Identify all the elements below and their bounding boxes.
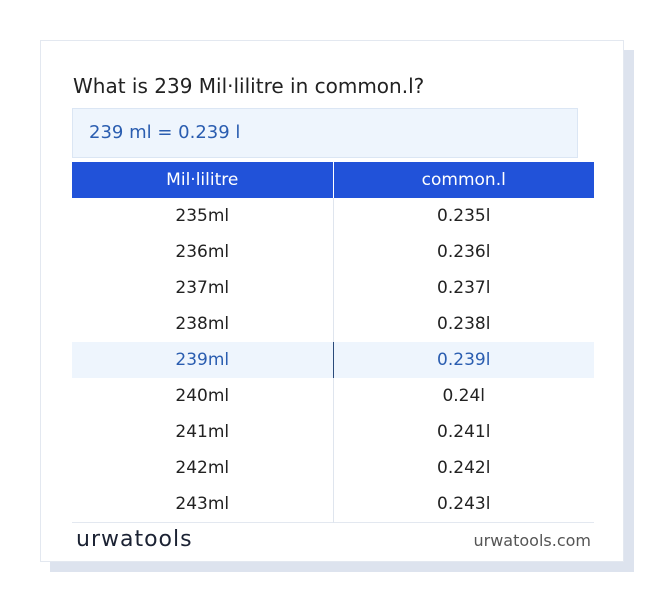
table-row: 242ml 0.242l (72, 450, 594, 486)
table-body: 235ml 0.235l 236ml 0.236l 237ml 0.237l 238ml 0.… (72, 198, 594, 523)
table-cell: 0.24l (442, 386, 486, 406)
column-header: Mil·lilitre (72, 162, 334, 198)
card: What is 239 Mil·lilitre in common.l? 239… (40, 40, 624, 562)
table-cell: 241ml (72, 414, 334, 450)
header-row: Mil·lilitre common.l (72, 162, 594, 198)
table-cell: 238ml (72, 306, 334, 342)
table-cell: 0.241l (437, 422, 491, 442)
table-row: 240ml 0.24l (72, 378, 594, 414)
title: What is 239 Mil·lilitre in common.l? (73, 74, 425, 98)
table-row: 237ml 0.237l (72, 270, 594, 306)
table-row: 241ml 0.241l (72, 414, 594, 450)
table-cell: 240ml (72, 378, 334, 414)
table-row: 243ml 0.243l (72, 486, 594, 523)
table-cell: 0.236l (437, 242, 491, 262)
table-cell: 239ml (72, 342, 334, 378)
conversion-table: Mil·lilitre common.l 235ml 0.235l 236ml 0.23… (72, 162, 594, 523)
table-cell: 0.237l (437, 278, 491, 298)
table-row: 236ml 0.236l (72, 234, 594, 270)
table-cell: 235ml (72, 198, 334, 234)
column-header: common.l (333, 162, 594, 198)
table-cell: 0.235l (437, 206, 491, 226)
table-cell: 0.239l (333, 342, 594, 378)
site-link[interactable]: urwatools.com (473, 531, 592, 550)
table-cell: 0.238l (437, 314, 491, 334)
table-cell: 236ml (72, 234, 334, 270)
table-row: 238ml 0.238l (72, 306, 594, 342)
table-cell: 0.243l (437, 494, 491, 514)
table-row: 239ml 0.239l (72, 342, 594, 378)
logo[interactable]: urwatools (76, 527, 193, 552)
table-row: 235ml 0.235l (72, 198, 594, 234)
result-box: 239 ml = 0.239 l (72, 108, 578, 158)
table-cell: 242ml (72, 450, 334, 486)
table-cell: 237ml (72, 270, 334, 306)
table-cell: 0.242l (437, 458, 491, 478)
table-cell: 243ml (72, 486, 334, 523)
